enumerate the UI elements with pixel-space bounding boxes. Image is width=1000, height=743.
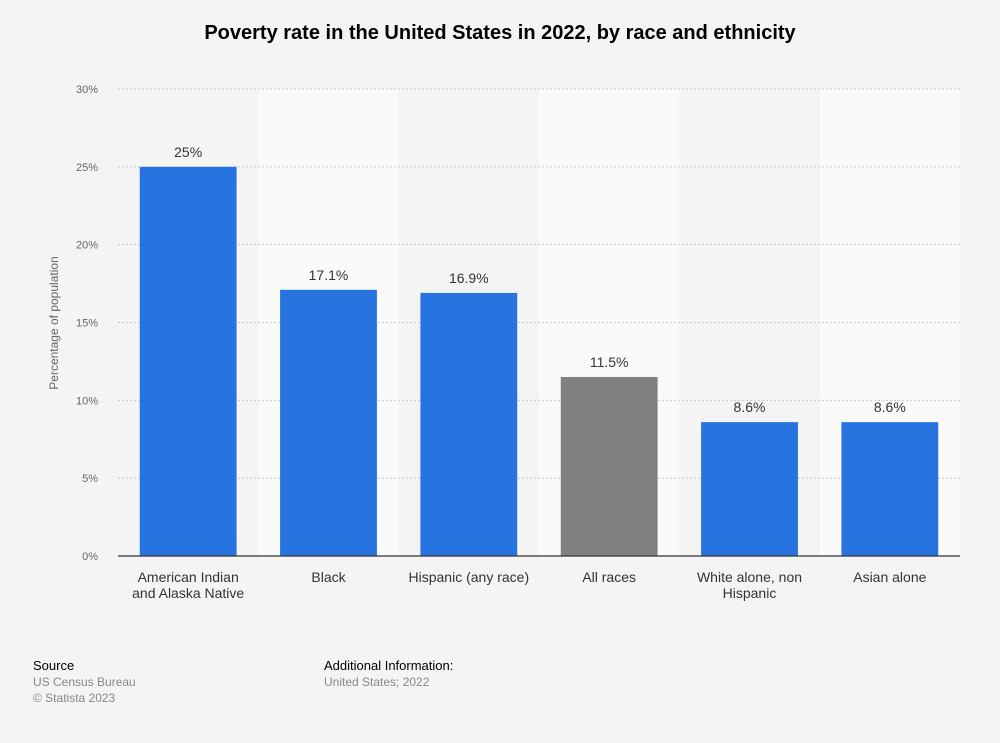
source-block: Source US Census Bureau © Statista 2023 <box>33 658 136 706</box>
additional-info-block: Additional Information: United States; 2… <box>324 658 453 690</box>
y-tick-label: 10% <box>76 395 98 407</box>
y-axis-label: Percentage of population <box>47 256 61 389</box>
x-tick-label: Hispanic (any race) <box>409 569 530 585</box>
y-axis-ticks: 0% 5% 10% 15% 20% 25% 30% <box>76 84 98 563</box>
bar <box>280 289 377 556</box>
x-tick-label: All races <box>582 569 636 585</box>
additional-info-heading: Additional Information: <box>324 658 454 673</box>
value-label: 16.9% <box>449 270 489 286</box>
x-axis-ticks: American Indian and Alaska Native Black His… <box>132 569 926 601</box>
bar <box>420 292 518 556</box>
y-tick-label: 30% <box>76 84 98 96</box>
value-label: 17.1% <box>309 267 349 283</box>
value-label: 11.5% <box>590 354 629 370</box>
y-tick-label: 5% <box>82 473 98 485</box>
additional-info-line: United States; 2022 <box>324 675 430 689</box>
bar <box>560 376 658 556</box>
x-tick-label: White alone, non Hispanic <box>697 569 802 601</box>
value-labels: 25% 17.1% 16.9% 11.5% 8.6% 8.6% <box>174 144 906 415</box>
y-tick-label: 25% <box>76 162 98 174</box>
x-tick-label: American Indian and Alaska Native <box>132 569 244 601</box>
value-label: 25% <box>174 144 202 160</box>
source-line: US Census Bureau <box>33 675 136 689</box>
x-tick-label: Asian alone <box>853 569 926 585</box>
x-tick-label: Black <box>311 569 346 585</box>
y-tick-label: 20% <box>76 240 98 252</box>
source-heading: Source <box>33 658 75 673</box>
bar <box>701 422 798 556</box>
bars <box>139 166 939 557</box>
y-tick-label: 0% <box>82 551 98 563</box>
value-label: 8.6% <box>734 399 766 415</box>
gridlines <box>118 88 960 479</box>
y-tick-label: 15% <box>76 318 98 330</box>
chart-title: Poverty rate in the United States in 202… <box>204 22 796 44</box>
copyright-line: © Statista 2023 <box>33 691 116 705</box>
value-label: 8.6% <box>874 399 906 415</box>
bar <box>139 166 237 557</box>
bar <box>841 422 939 556</box>
